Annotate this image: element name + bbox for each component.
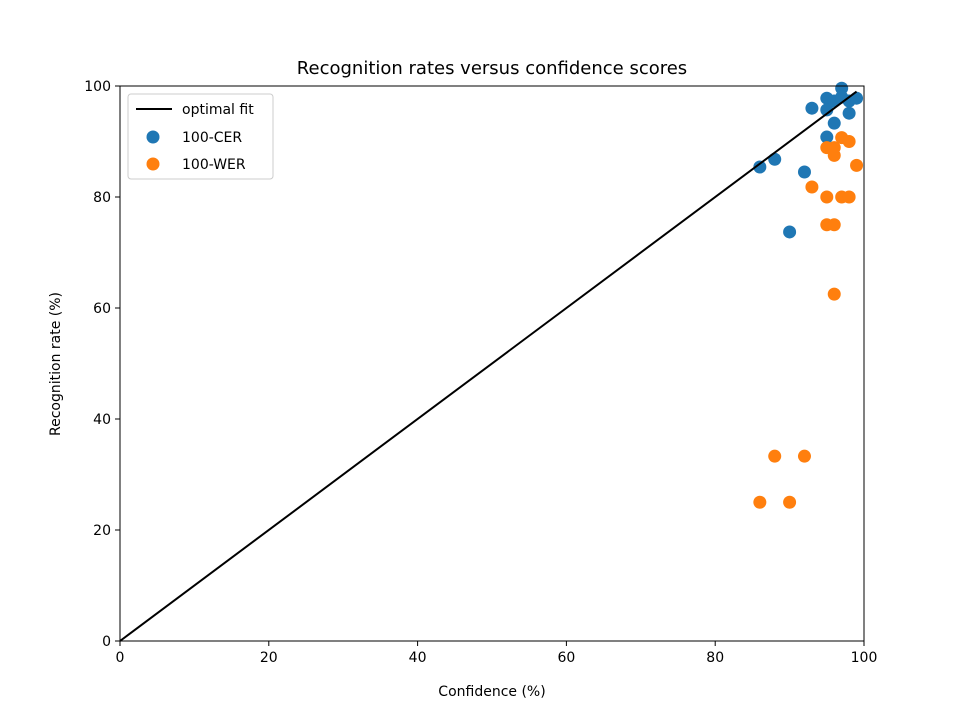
data-point-wer (842, 190, 856, 204)
x-tick-label: 80 (706, 650, 724, 666)
data-point-cer (797, 165, 811, 179)
optimal-fit-line (119, 90, 858, 642)
data-point-wer (768, 449, 782, 463)
y-tick-label: 0 (102, 634, 111, 650)
data-point-wer (783, 495, 797, 509)
y-tick-label: 100 (84, 79, 111, 95)
chart-title: Recognition rates versus confidence scor… (297, 58, 687, 79)
data-point-wer (850, 158, 864, 172)
y-tick-label: 40 (93, 412, 111, 428)
data-point-wer (827, 287, 841, 301)
legend-label: optimal fit (182, 102, 254, 118)
data-point-cer (835, 81, 849, 95)
x-tick-label: 40 (409, 650, 427, 666)
data-point-cer (827, 116, 841, 130)
data-point-wer (797, 449, 811, 463)
data-point-cer (805, 101, 819, 115)
data-point-cer (768, 152, 782, 166)
x-tick-label: 60 (557, 650, 575, 666)
data-point-wer (827, 218, 841, 232)
y-tick-label: 20 (93, 523, 111, 539)
data-point-cer (820, 103, 834, 117)
data-point-wer (753, 495, 767, 509)
data-point-wer (842, 135, 856, 148)
data-point-wer (820, 190, 834, 204)
data-point-cer (850, 91, 864, 105)
legend-marker (146, 157, 160, 171)
data-point-cer (753, 160, 767, 174)
data-point-cer (783, 225, 797, 239)
data-point-cer (820, 130, 834, 144)
legend-label: 100-WER (182, 157, 246, 173)
data-point-wer (805, 180, 819, 194)
legend: optimal fit 100-CER 100-WER (127, 93, 274, 180)
data-point-cer (842, 106, 856, 120)
x-tick-label: 20 (260, 650, 278, 666)
y-axis-label: Recognition rate (%) (48, 292, 64, 436)
legend-marker (146, 130, 160, 144)
y-tick-label: 80 (93, 190, 111, 206)
y-tick-label: 60 (93, 301, 111, 317)
x-tick-label: 0 (116, 650, 125, 666)
x-axis-label: Confidence (%) (438, 684, 545, 700)
data-point-wer (827, 141, 841, 155)
x-tick-label: 100 (851, 650, 878, 666)
legend-label: 100-CER (182, 130, 242, 146)
plot-frame (119, 85, 865, 642)
